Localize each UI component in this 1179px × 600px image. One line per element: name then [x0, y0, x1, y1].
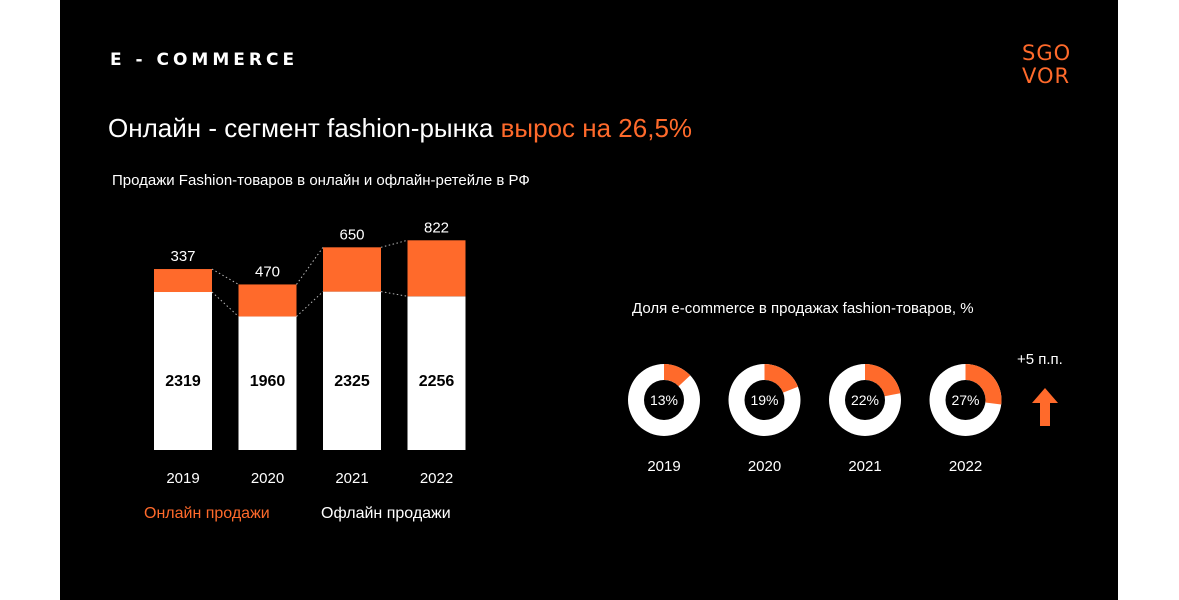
bar-category-label-2022: 2022: [420, 470, 453, 487]
donut-hole-2019: [644, 380, 684, 420]
bar-online-2021: [323, 247, 381, 292]
bar-category-label-2019: 2019: [166, 470, 199, 487]
donut-chart-title: Доля e-commerce в продажах fashion-товар…: [632, 300, 974, 317]
headline-main: Онлайн - сегмент fashion-рынка: [108, 113, 501, 143]
bar-online-2022: [407, 240, 466, 297]
donut-slice-2021: [865, 364, 901, 397]
bar-offline-2019: [154, 292, 212, 450]
up-arrow-icon: [1032, 388, 1058, 426]
logo-line-1: SGO: [1022, 41, 1072, 65]
donut-hole-2021: [845, 380, 885, 420]
bar-connector-mid-2: [296, 291, 324, 317]
donut-label-2021: 22%: [851, 392, 879, 408]
bar-offline-value-2020: 1960: [250, 373, 286, 390]
bar-offline-value-2019: 2319: [165, 373, 201, 390]
bar-offline-2022: [407, 296, 466, 450]
donut-slice-2019: [664, 364, 691, 387]
legend-online: Онлайн продажи: [144, 505, 270, 522]
donut-label-2022: 27%: [951, 392, 979, 408]
delta-annotation: +5 п.п.: [1017, 351, 1063, 368]
brand-logo: SGO VOR: [1022, 42, 1092, 88]
donut-hole-2020: [744, 380, 785, 420]
bar-online-2019: [154, 269, 212, 293]
donut-category-label-2020: 2020: [748, 458, 781, 475]
slide: E - COMMERCE SGO VOR Онлайн - сегмент fa…: [60, 0, 1118, 600]
bar-connector-top-3: [380, 239, 408, 248]
donut-slice-2020: [764, 364, 798, 393]
page-title: Онлайн - сегмент fashion-рынка вырос на …: [108, 113, 692, 144]
bar-offline-value-2021: 2325: [334, 373, 370, 390]
logo-line-2: VOR: [1022, 64, 1071, 88]
donut-category-label-2021: 2021: [848, 458, 881, 475]
bar-offline-value-2022: 2256: [419, 373, 455, 390]
headline-accent: вырос на 26,5%: [500, 113, 693, 143]
bar-online-2020: [238, 284, 297, 317]
donut-label-2020: 19%: [750, 392, 778, 408]
bar-chart-title: Продажи Fashion-товаров в онлайн и офлай…: [112, 172, 530, 189]
bar-online-value-2020: 470: [255, 263, 280, 280]
bar-online-value-2022: 822: [424, 219, 449, 236]
donut-category-label-2022: 2022: [949, 458, 982, 475]
donut-category-label-2019: 2019: [647, 458, 680, 475]
donut-label-2019: 13%: [650, 392, 678, 408]
bar-connector-mid-3: [380, 291, 408, 297]
bar-online-value-2019: 337: [170, 248, 195, 265]
section-label: E - COMMERCE: [110, 50, 299, 70]
donut-hole-2022: [945, 380, 986, 420]
bar-offline-2021: [323, 291, 381, 450]
bar-online-value-2021: 650: [339, 226, 364, 243]
bar-connector-top-1: [211, 268, 239, 285]
charts-canvas: 2319 337 2019 1960 470 2020 2325 650 2021 2256 822…: [154, 219, 1002, 487]
bar-category-label-2021: 2021: [335, 470, 368, 487]
bar-connector-mid-1: [211, 291, 239, 317]
bar-offline-2020: [238, 316, 297, 450]
donut-slice-2022: [965, 364, 1002, 405]
bar-connector-top-2: [296, 247, 324, 285]
legend-offline: Офлайн продажи: [321, 505, 451, 522]
bar-category-label-2020: 2020: [251, 470, 284, 487]
